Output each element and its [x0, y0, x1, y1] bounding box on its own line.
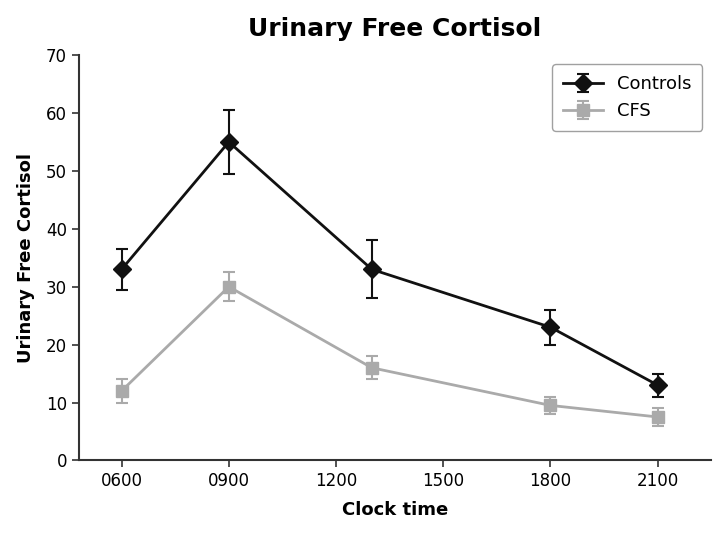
Title: Urinary Free Cortisol: Urinary Free Cortisol [248, 17, 542, 41]
Legend: Controls, CFS: Controls, CFS [552, 64, 703, 131]
X-axis label: Clock time: Clock time [342, 501, 448, 519]
Y-axis label: Urinary Free Cortisol: Urinary Free Cortisol [17, 153, 35, 363]
